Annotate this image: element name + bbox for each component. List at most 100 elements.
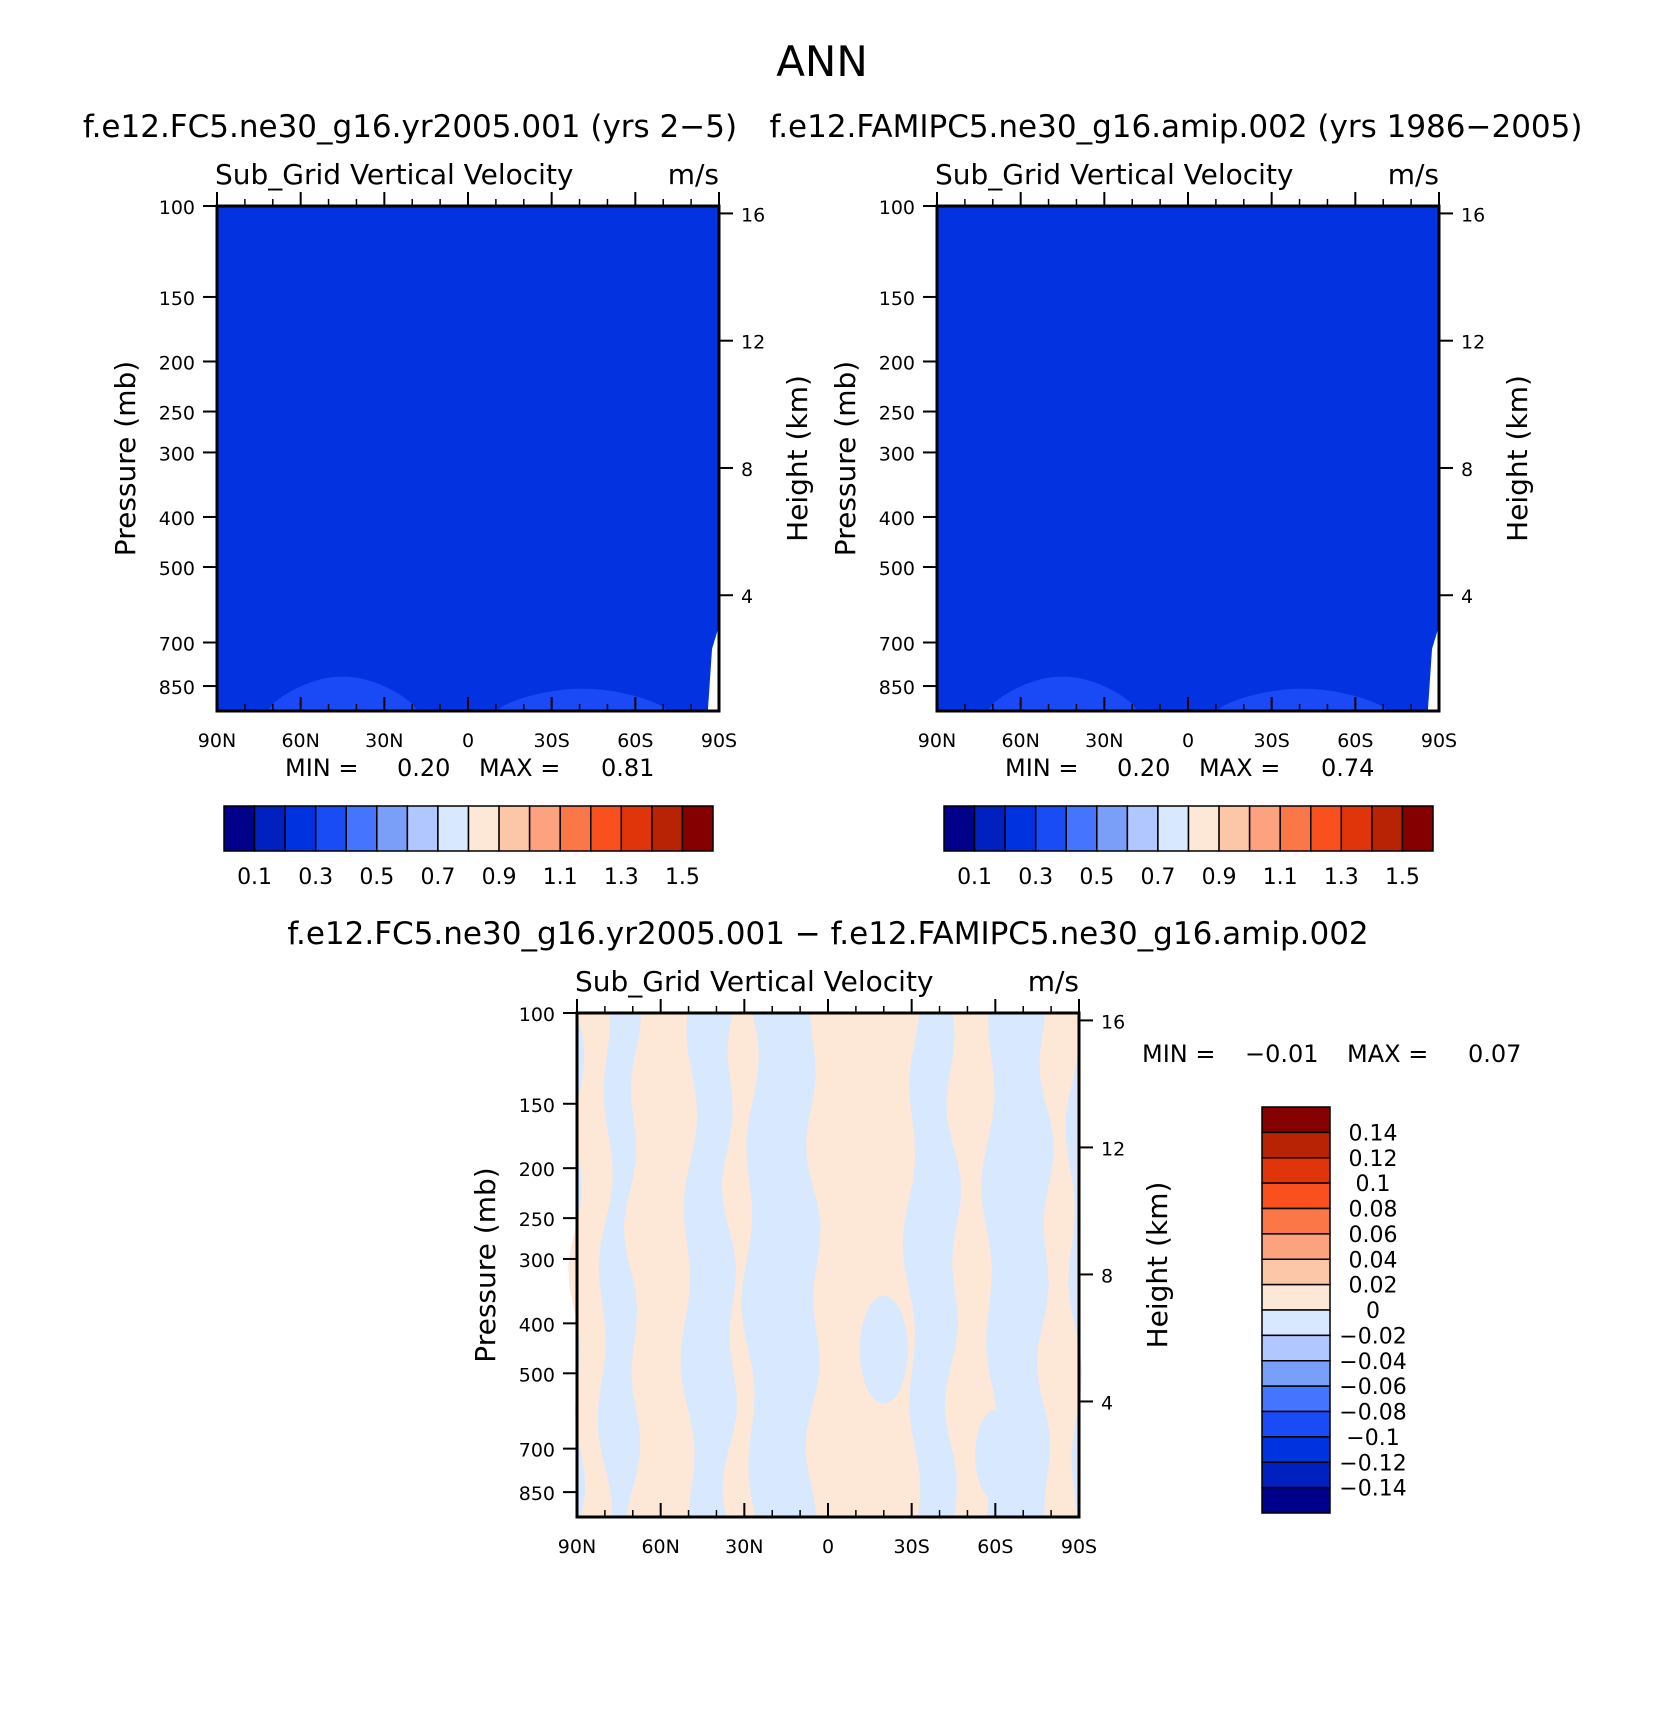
y-tick-label: 700 [159,633,195,655]
y-tick-label: 850 [519,1483,555,1505]
colorbar-label: −0.12 [1339,1451,1406,1476]
x-tick-label: 0 [822,1536,834,1558]
min-label: MIN = [1005,754,1078,782]
max-value: 0.07 [1468,1040,1521,1068]
x-tick-label: 90N [918,730,956,752]
colorbar-label: 0.1 [1356,1172,1391,1197]
colorbar-label: −0.02 [1339,1324,1406,1349]
y-axis-title: Pressure (mb) [469,1167,502,1362]
colorbar-box [376,805,409,852]
colorbar-box [1126,805,1159,852]
colorbar-box [528,805,561,852]
y-tick-label: 500 [879,558,915,580]
y2-tick-label: 12 [1461,332,1485,354]
max-label: MAX = [1199,754,1280,782]
missing-data-region [707,625,719,711]
colorbar-label: 0.7 [420,865,455,890]
y-axis-title: Pressure (mb) [109,361,142,556]
y2-tick-label: 12 [1101,1138,1125,1160]
x-tick-label: 90S [701,730,737,752]
max-label: MAX = [1347,1040,1428,1068]
y2-tick-label: 8 [741,459,753,481]
panel-case-title: f.e12.FC5.ne30_g16.yr2005.001 − f.e12.FA… [287,916,1368,952]
max-value: 0.81 [601,754,654,782]
colorbar-label: −0.08 [1339,1401,1406,1426]
y2-tick-label: 12 [741,332,765,354]
colorbar-box [1261,1334,1331,1362]
colorbar-box [1261,1360,1331,1387]
y-tick-label: 300 [879,443,915,465]
colorbar-label: 0.1 [237,865,272,890]
colorbar-box [1157,805,1190,852]
colorbar-label: 0.5 [359,865,394,890]
y-tick-label: 250 [519,1209,555,1231]
field-contour-negative [975,1409,1016,1500]
field-contour-negative [774,1231,799,1286]
colorbar-box [1261,1410,1331,1438]
colorbar-box [620,805,653,852]
colorbar-box [1261,1309,1331,1337]
min-value: 0.20 [397,754,450,782]
y2-tick-label: 4 [1101,1392,1113,1414]
colorbar-label: 0.02 [1349,1274,1398,1299]
colorbar-label: 0.14 [1349,1121,1398,1146]
colorbar-label: 0.3 [1018,865,1053,890]
y2-axis-title: Height (km) [1141,1182,1174,1349]
y2-tick-label: 16 [1101,1011,1125,1033]
colorbar-box [1279,805,1312,852]
x-tick-label: 60S [1337,730,1373,752]
colorbar-box [345,805,378,852]
y-tick-label: 400 [879,508,915,530]
field-contour-high [1215,688,1389,711]
y-tick-label: 100 [519,1004,555,1026]
y2-tick-label: 8 [1461,459,1473,481]
min-value: 0.20 [1117,754,1170,782]
y-tick-label: 100 [879,197,915,219]
colorbar-box [1004,805,1037,852]
colorbar-box [406,805,439,852]
field-contour-negative [859,1295,908,1404]
colorbar-label: 0.7 [1140,865,1175,890]
panel-subtitle: Sub_Grid Vertical Velocity [935,158,1294,191]
colorbar-label: 0.08 [1349,1198,1398,1223]
x-tick-label: 90N [198,730,236,752]
colorbar-box [1261,1106,1331,1134]
colorbar-label: 0.9 [482,865,517,890]
x-tick-label: 60N [641,1536,679,1558]
colorbar-label: −0.1 [1346,1426,1399,1451]
colorbar-label: 0.1 [957,865,992,890]
field-fill [217,206,719,711]
x-tick-label: 30N [1085,730,1123,752]
field-contour-positive [568,1013,613,1517]
y-tick-label: 200 [159,352,195,374]
field-contour-positive [721,1013,759,1517]
colorbar-box [1310,805,1343,852]
colorbar-label: 1.3 [604,865,639,890]
field-contour-high [267,676,418,711]
min-label: MIN = [285,754,358,782]
panel-case-title: f.e12.FC5.ne30_g16.yr2005.001 (yrs 2−5) [83,109,737,145]
colorbar-box [1187,805,1220,852]
panel-top-left: f.e12.FC5.ne30_g16.yr2005.001 (yrs 2−5) 9… [83,109,814,890]
colorbar-box [1065,805,1098,852]
colorbar-box [314,805,347,852]
colorbar-box [498,805,531,852]
y-tick-label: 200 [519,1159,555,1181]
colorbar-box [1218,805,1251,852]
x-tick-label: 30N [725,1536,763,1558]
y2-tick-label: 4 [1461,586,1473,608]
field-contour-positive [624,1013,698,1517]
colorbar-label: 1.1 [1263,865,1298,890]
colorbar-box [943,805,976,852]
colorbar-box [1261,1233,1331,1260]
colorbar-box [681,805,714,852]
colorbar-box [1034,805,1067,852]
field-contour-high [987,676,1138,711]
y-tick-label: 250 [159,403,195,425]
y2-tick-label: 8 [1101,1265,1113,1287]
colorbar-box [973,805,1006,852]
field-contour-positive [944,1013,999,1517]
colorbar-label: 0.5 [1079,865,1114,890]
x-tick-label: 30S [534,730,570,752]
colorbar-box [253,805,286,852]
